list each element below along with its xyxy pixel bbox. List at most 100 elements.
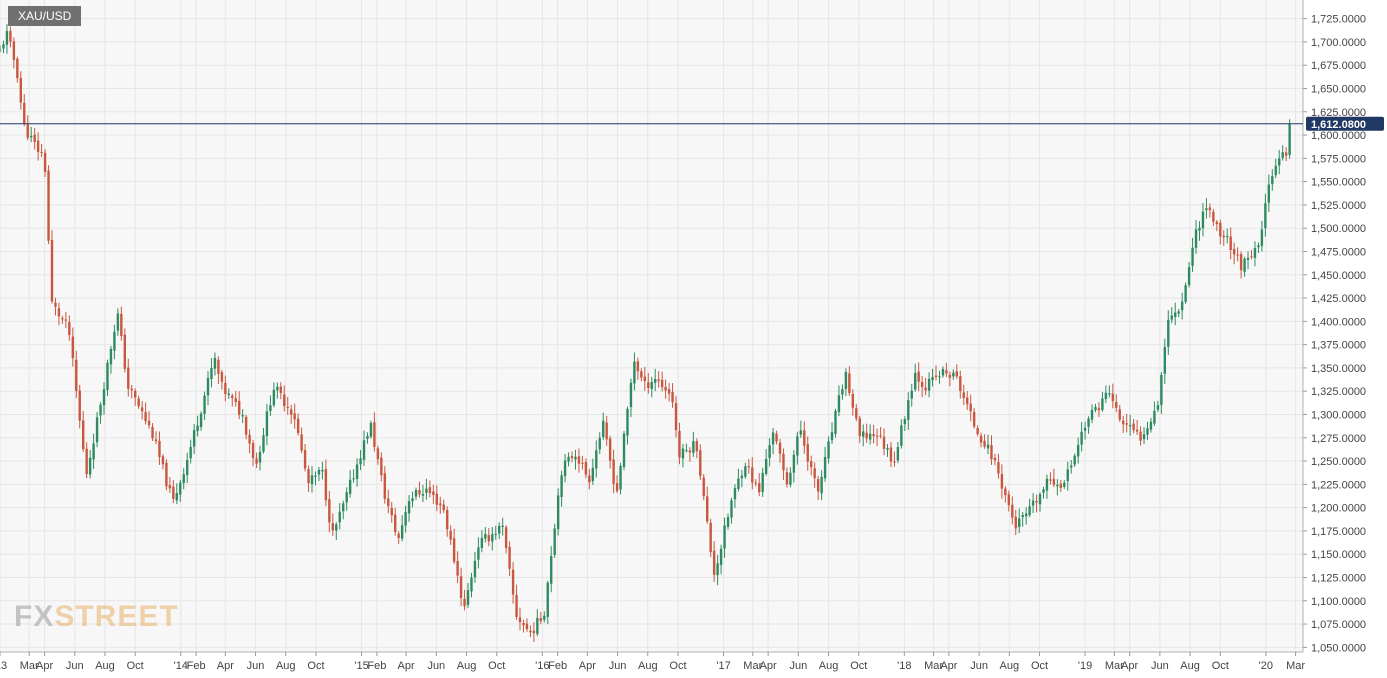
candle-body	[491, 534, 494, 542]
candle-body	[893, 461, 896, 463]
candle-body	[220, 372, 224, 382]
candle-body	[972, 411, 976, 427]
x-tick-label: Aug	[638, 660, 658, 672]
candle-body	[896, 447, 900, 461]
candle-body	[206, 378, 210, 396]
candle-body	[1045, 478, 1049, 491]
plot-area[interactable]	[0, 0, 1303, 652]
logo-part-street: STREET	[54, 600, 179, 633]
candle-body	[1232, 248, 1236, 255]
y-tick-label: 1,325.0000	[1311, 386, 1366, 398]
candle-body	[383, 473, 387, 499]
candle-body	[314, 475, 317, 477]
candle-body	[355, 464, 359, 479]
candle-body	[615, 483, 619, 492]
candle-body	[584, 461, 588, 475]
candle-body	[785, 472, 789, 485]
candle-body	[862, 431, 865, 437]
candle-body	[1080, 431, 1083, 445]
candle-body	[1146, 428, 1149, 435]
y-tick-label: 1,300.0000	[1311, 409, 1366, 421]
candle-body	[189, 446, 192, 459]
candle-body	[404, 511, 407, 526]
candle-body	[796, 436, 799, 456]
candle-body	[1063, 482, 1066, 487]
candle-body	[1149, 421, 1153, 430]
candle-body	[834, 410, 837, 434]
candle-body	[657, 379, 660, 382]
candle-body	[966, 397, 969, 405]
candle-body	[224, 382, 227, 394]
candle-body	[1239, 254, 1243, 271]
candle-body	[636, 361, 640, 372]
candle-body	[924, 387, 927, 391]
x-tick-label: Jun	[427, 660, 445, 672]
x-tick-label: Apr	[940, 660, 957, 672]
candle-body	[459, 576, 463, 598]
candle-body	[608, 438, 612, 461]
candle-body	[1125, 423, 1128, 425]
candle-body	[650, 382, 653, 389]
candle-body	[210, 368, 213, 380]
candle-body	[158, 440, 161, 458]
candle-body	[1014, 516, 1017, 529]
candle-body	[1028, 506, 1031, 516]
candle-body	[1284, 152, 1288, 156]
candle-body	[983, 440, 986, 447]
candle-body	[317, 469, 321, 475]
candle-body	[1122, 420, 1125, 425]
x-tick-label: Jun	[247, 660, 265, 672]
candle-body	[418, 490, 421, 495]
candle-body	[543, 615, 546, 620]
candle-body	[886, 448, 889, 450]
price-axis[interactable]: 1,050.0000 1,075.0000 1,100.0000 1,125.0000…	[1303, 14, 1366, 655]
candle-body	[723, 525, 726, 549]
candle-body	[213, 357, 217, 369]
candle-body	[217, 359, 220, 374]
x-tick-label: Mar	[743, 660, 762, 672]
candle-body	[643, 376, 647, 382]
candle-body	[1163, 347, 1167, 374]
candle-body	[172, 486, 175, 499]
candle-body	[532, 630, 536, 634]
candle-body	[303, 450, 307, 469]
candle-body	[30, 135, 33, 138]
y-tick-label: 1,375.0000	[1311, 340, 1366, 352]
candle-body	[1167, 319, 1170, 347]
candle-body	[1108, 393, 1111, 395]
candle-body	[914, 373, 917, 390]
candle-body	[425, 488, 428, 493]
candle-body	[633, 361, 636, 384]
x-tick-label: Oct	[488, 660, 505, 672]
candle-body	[501, 525, 504, 527]
candle-body	[504, 527, 508, 548]
candle-body	[1011, 504, 1014, 518]
candle-body	[865, 432, 868, 439]
candle-body	[1170, 315, 1173, 320]
candle-body	[1128, 425, 1132, 427]
candle-body	[778, 442, 782, 454]
candle-body	[1198, 227, 1201, 231]
candle-body	[1153, 410, 1156, 424]
candle-body	[550, 556, 553, 584]
candle-body	[868, 433, 872, 440]
candle-body	[917, 371, 920, 382]
x-tick-label: '17	[716, 660, 730, 672]
candle-body	[1212, 211, 1215, 222]
candle-body	[1090, 409, 1094, 420]
candle-body	[182, 474, 185, 484]
candle-body	[498, 525, 501, 534]
candle-body	[487, 535, 491, 542]
symbol-label: XAU/USD	[8, 6, 82, 26]
candle-body	[522, 623, 525, 626]
candle-body	[1274, 165, 1277, 176]
candle-body	[290, 409, 293, 415]
candle-body	[186, 459, 189, 475]
candle-body	[293, 413, 296, 420]
y-tick-label: 1,725.0000	[1311, 14, 1366, 26]
time-axis[interactable]: '13MarAprJunAugOct'14FebAprJunAugOct'15F…	[0, 652, 1305, 672]
candle-body	[473, 560, 477, 578]
candle-body	[376, 448, 380, 460]
y-tick-label: 1,400.0000	[1311, 316, 1366, 328]
